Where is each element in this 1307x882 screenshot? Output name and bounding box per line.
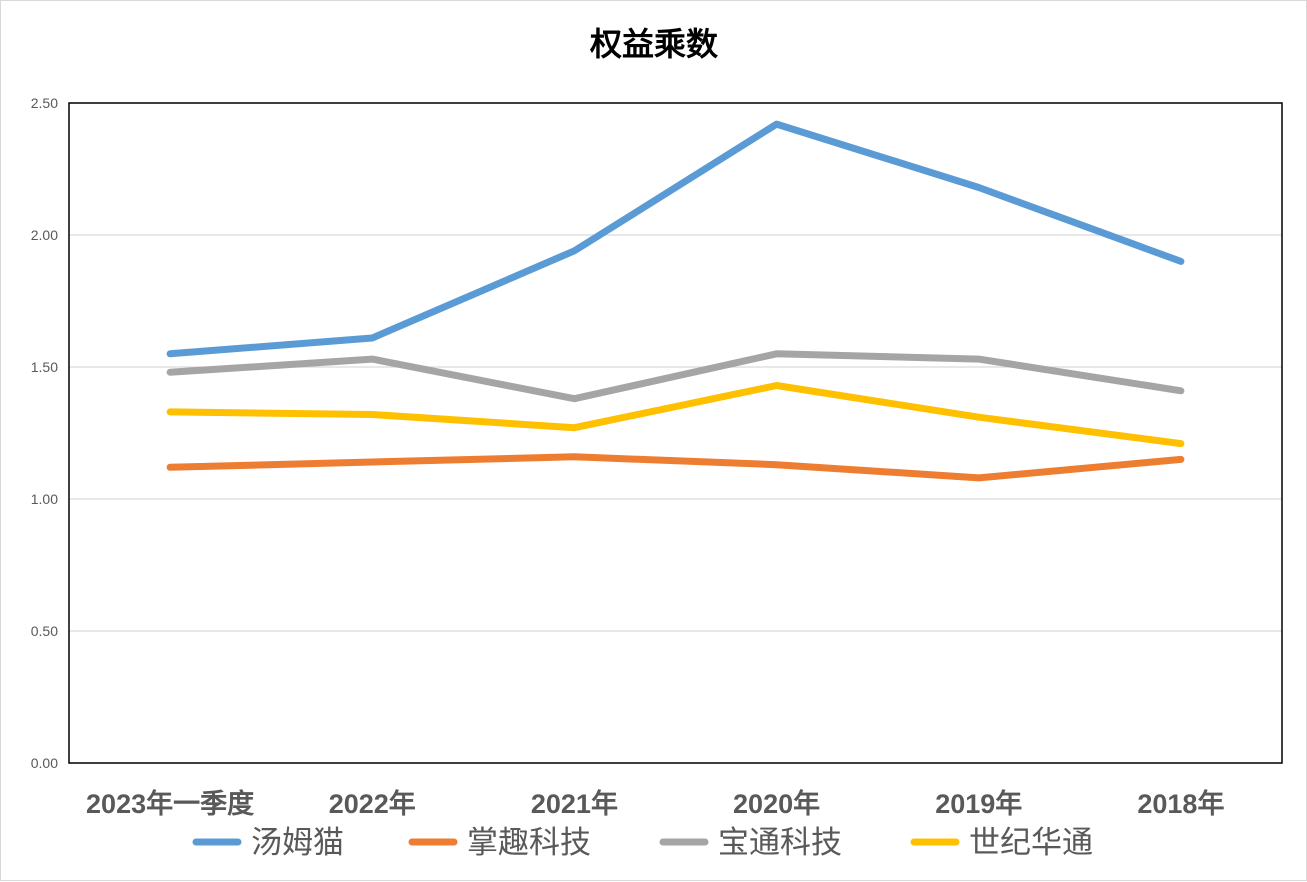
y-tick-label: 2.00: [31, 227, 58, 243]
y-axis-ticks: 0.00 0.50 1.00 1.50 2.00 2.50: [31, 95, 58, 771]
legend-label: 掌趣科技: [467, 825, 591, 861]
x-tick-label: 2022年: [329, 788, 416, 819]
x-tick-label: 2023年一季度: [86, 788, 254, 819]
y-tick-label: 1.00: [31, 491, 58, 507]
legend-label: 宝通科技: [718, 825, 842, 861]
legend: 汤姆猫 掌趣科技 宝通科技 世纪华通: [192, 825, 1093, 861]
series-lines: [166, 120, 1185, 482]
series-line-3: [166, 382, 1185, 448]
plot-area-frame: [68, 102, 1283, 764]
y-tick-label: 0.00: [31, 755, 58, 771]
y-tick-label: 2.50: [31, 95, 58, 111]
series-line-2: [166, 350, 1185, 403]
x-tick-label: 2020年: [733, 788, 820, 819]
series-line-1: [166, 453, 1185, 482]
y-tick-label: 0.50: [31, 623, 58, 639]
x-axis-ticks: 2023年一季度 2022年 2021年 2020年 2019年 2018年: [86, 788, 1224, 819]
chart-title: 权益乘数: [589, 25, 719, 63]
y-tick-label: 1.50: [31, 359, 58, 375]
series-line-0: [166, 120, 1185, 358]
x-tick-label: 2021年: [531, 788, 618, 819]
legend-label: 汤姆猫: [251, 825, 344, 861]
x-tick-label: 2019年: [935, 788, 1022, 819]
legend-label: 世纪华通: [969, 825, 1093, 861]
x-tick-label: 2018年: [1137, 788, 1224, 819]
